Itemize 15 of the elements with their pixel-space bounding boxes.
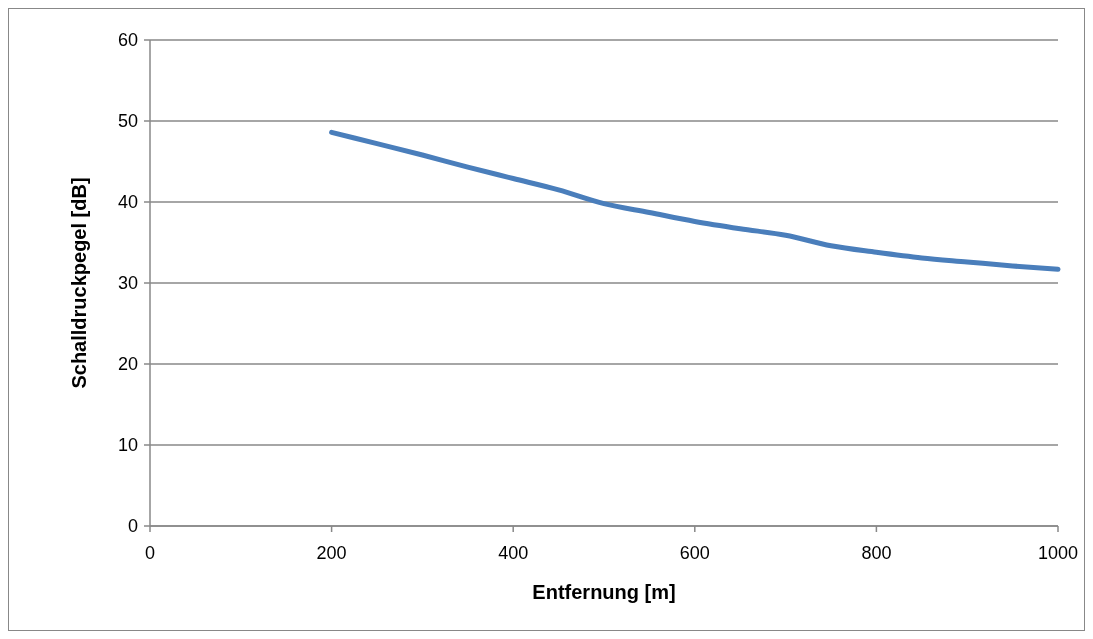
y-tick-label: 40 [117, 192, 138, 213]
y-tick-label: 50 [117, 111, 138, 132]
x-tick-label: 200 [316, 543, 347, 563]
y-tick-label: 20 [117, 354, 138, 375]
y-tick-label: 60 [117, 30, 138, 51]
y-axis-title: Schalldruckpegel [dB] [68, 177, 90, 389]
x-tick-label: 1000 [1037, 543, 1079, 563]
x-tick-label: 600 [679, 543, 710, 563]
y-tick-label: 0 [127, 516, 138, 537]
x-axis-title: Entfernung [m] [532, 581, 676, 603]
x-tick-label: 800 [861, 543, 892, 563]
x-tick-label: 400 [498, 543, 529, 563]
y-tick-label: 10 [117, 435, 138, 456]
y-tick-label: 30 [117, 273, 138, 294]
x-tick-label: 0 [144, 543, 156, 563]
